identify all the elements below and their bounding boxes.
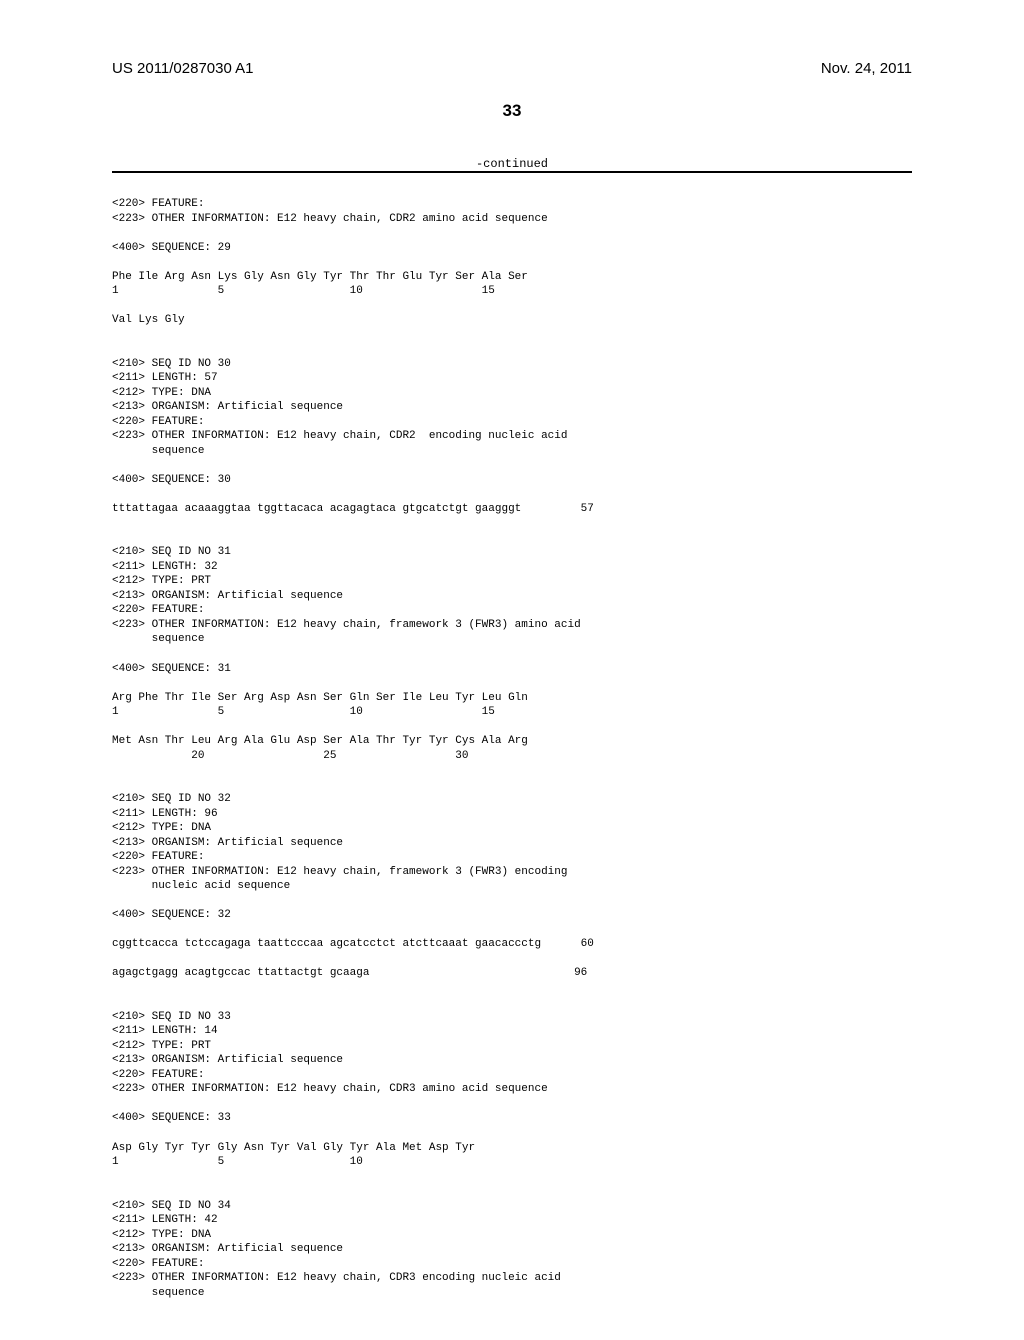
page-number: 33 xyxy=(112,101,912,121)
publication-date: Nov. 24, 2011 xyxy=(821,60,912,77)
continued-label: -continued xyxy=(112,157,912,171)
page-header: US 2011/0287030 A1 Nov. 24, 2011 xyxy=(112,60,912,77)
separator-rule xyxy=(112,171,912,173)
publication-number: US 2011/0287030 A1 xyxy=(112,60,254,77)
sequence-listing: <220> FEATURE: <223> OTHER INFORMATION: … xyxy=(112,197,912,1300)
page: US 2011/0287030 A1 Nov. 24, 2011 33 -con… xyxy=(0,0,1024,1340)
